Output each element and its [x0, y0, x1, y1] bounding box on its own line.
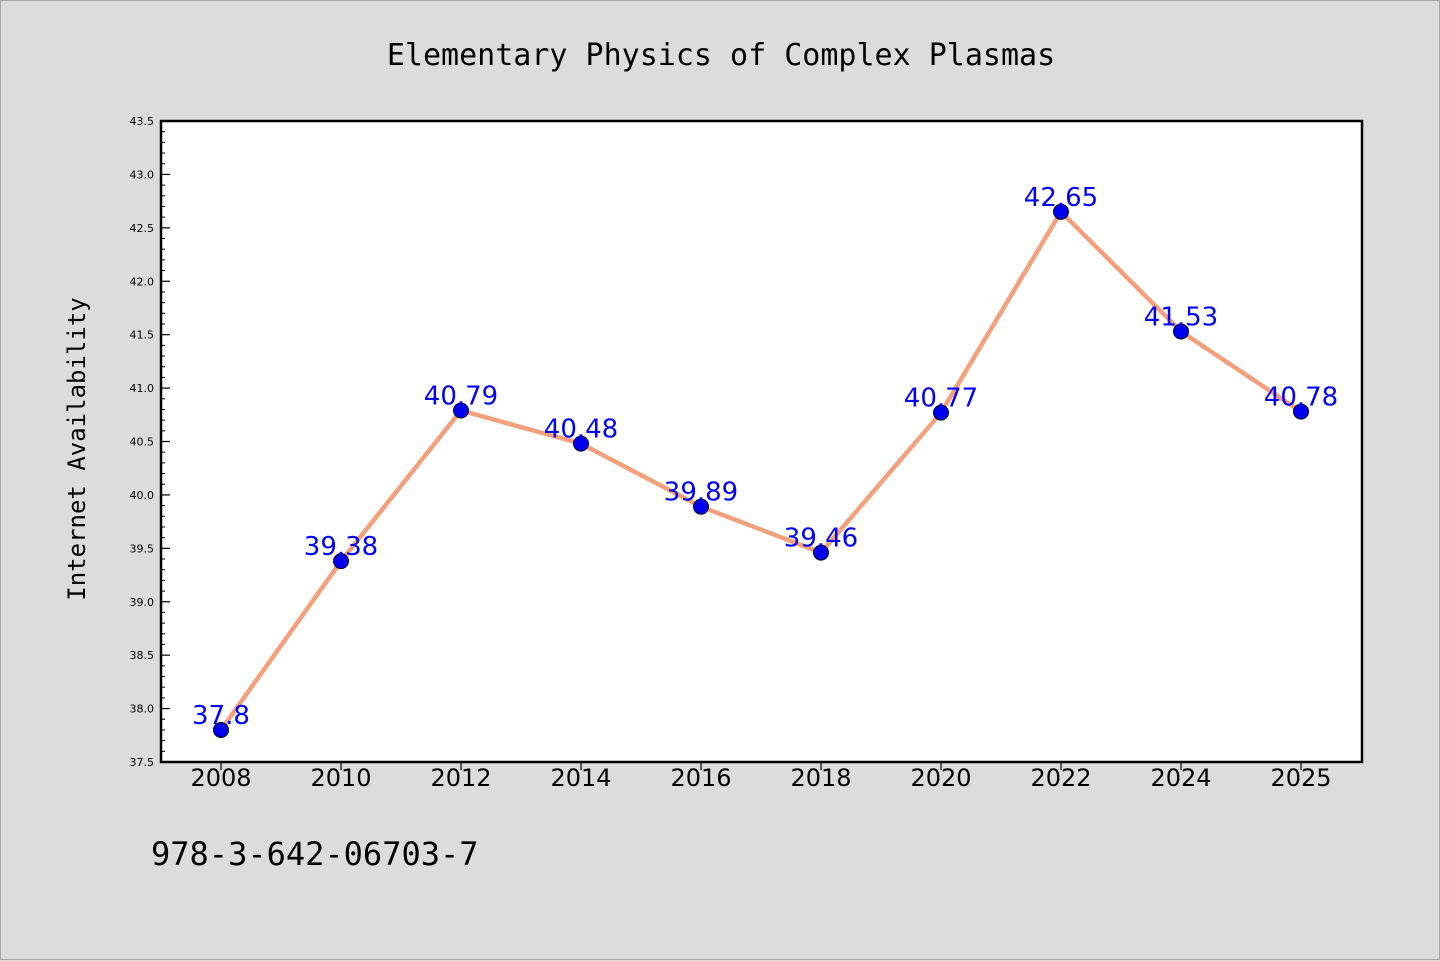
x-tick-label: 2014: [550, 764, 611, 792]
data-point: [333, 553, 349, 570]
y-tick-label: 40.5: [130, 436, 155, 449]
data-point: [453, 402, 469, 419]
y-tick-label: 43.0: [130, 168, 155, 181]
plot-frame: [159, 119, 1364, 764]
isbn-footnote: 978-3-642-06703-7: [151, 835, 479, 873]
data-point: [1053, 203, 1069, 220]
data-label: 40.48: [544, 415, 618, 445]
series-line-group: [219, 209, 1303, 732]
data-point: [213, 721, 229, 738]
y-tick-label: 43.5: [130, 115, 155, 128]
x-tick-label: 2008: [190, 764, 251, 792]
y-axis-label: Internet Availability: [63, 297, 91, 600]
y-tick-label: 42.0: [130, 275, 155, 288]
y-tick-label: 37.5: [130, 756, 155, 769]
plot-area: [161, 121, 1362, 762]
y-tick-label: 41.0: [130, 382, 155, 395]
data-label: 41.53: [1144, 302, 1218, 332]
data-point: [933, 404, 949, 421]
data-label: 37.8: [192, 701, 250, 731]
chart-title: Elementary Physics of Complex Plasmas: [387, 38, 1055, 73]
data-label: 40.78: [1264, 383, 1338, 413]
x-tick-label: 2020: [910, 764, 971, 792]
y-tick-label: 41.5: [130, 329, 155, 342]
data-label: 40.77: [904, 384, 978, 414]
data-point: [1173, 323, 1189, 340]
x-axis: 2008 2010 2012 2014 2016 2018 2020 2022 2024 2025: [190, 762, 1332, 792]
data-label: 39.46: [784, 524, 858, 554]
x-tick-label: 2018: [790, 764, 851, 792]
y-tick-label: 39.5: [130, 542, 155, 555]
data-label: 42.65: [1024, 183, 1098, 213]
y-tick-label: 38.5: [130, 649, 155, 662]
y-tick-label: 39.0: [130, 596, 155, 609]
data-labels: 37.8 39.38 40.79 40.48 39.89 39.46 40.77 42.65 4…: [192, 183, 1338, 731]
data-point: [813, 544, 829, 561]
data-label: 39.89: [664, 478, 738, 508]
x-tick-label: 2016: [670, 764, 731, 792]
series-line: [219, 209, 1303, 732]
y-axis: 37.5 38.0 38.5 39.0 39.5 40.0 40.5 41.0 41.5 42.0…: [130, 115, 170, 769]
x-tick-label: 2025: [1270, 764, 1331, 792]
data-point: [693, 498, 709, 515]
x-tick-label: 2012: [430, 764, 491, 792]
y-tick-label: 42.5: [130, 222, 155, 235]
data-label: 39.38: [304, 532, 378, 562]
y-tick-label: 38.0: [130, 703, 155, 716]
x-tick-label: 2022: [1030, 764, 1091, 792]
y-tick-label: 40.0: [130, 489, 155, 502]
series-markers: [213, 203, 1309, 738]
data-point: [1293, 403, 1309, 420]
data-label: 40.79: [424, 382, 498, 412]
x-tick-label: 2010: [310, 764, 371, 792]
x-tick-label: 2024: [1150, 764, 1211, 792]
data-point: [573, 435, 589, 452]
